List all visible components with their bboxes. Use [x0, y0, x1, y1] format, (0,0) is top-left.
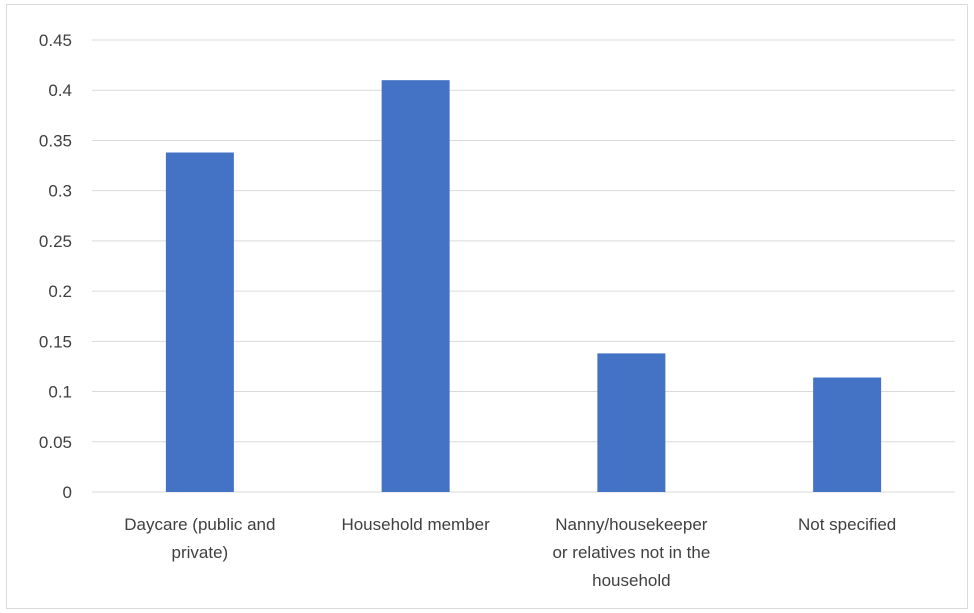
bar-3	[813, 377, 882, 492]
x-category-label-2-line-0: Nanny/housekeeper	[555, 515, 708, 534]
x-category-label-3-line-0: Not specified	[798, 515, 896, 534]
x-category-label-0-line-1: private)	[172, 543, 229, 562]
x-category-label-0: Daycare (public and private)	[124, 515, 275, 562]
x-category-label-1-line-0: Household member	[341, 515, 490, 534]
bar-0	[165, 152, 234, 492]
y-axis-tick-labels: 0 0.05 0.1 0.15 0.2 0.25 0.3 0.35 0.4 0.45	[39, 31, 72, 502]
bars	[165, 80, 882, 492]
y-tick-label-8: 0.4	[48, 81, 72, 100]
x-category-label-2: Nanny/housekeeper or relatives not in the…	[552, 515, 710, 590]
gridlines	[92, 39, 955, 493]
y-tick-label-4: 0.2	[48, 282, 72, 301]
y-tick-label-9: 0.45	[39, 31, 72, 50]
y-tick-label-5: 0.25	[39, 232, 72, 251]
y-tick-label-2: 0.1	[48, 383, 72, 402]
x-category-label-1: Household member	[341, 515, 490, 534]
x-category-label-0-line-0: Daycare (public and	[124, 515, 275, 534]
x-category-label-3: Not specified	[798, 515, 896, 534]
x-axis-category-labels: Daycare (public and private) Household mem…	[124, 515, 896, 590]
y-tick-label-6: 0.3	[48, 182, 72, 201]
x-category-label-2-line-2: household	[592, 571, 670, 590]
bar-2	[597, 353, 666, 492]
y-tick-label-7: 0.35	[39, 131, 72, 150]
y-tick-label-0: 0	[63, 483, 72, 502]
y-tick-label-3: 0.15	[39, 332, 72, 351]
bar-1	[381, 80, 450, 492]
y-tick-label-1: 0.05	[39, 433, 72, 452]
x-category-label-2-line-1: or relatives not in the	[552, 543, 710, 562]
